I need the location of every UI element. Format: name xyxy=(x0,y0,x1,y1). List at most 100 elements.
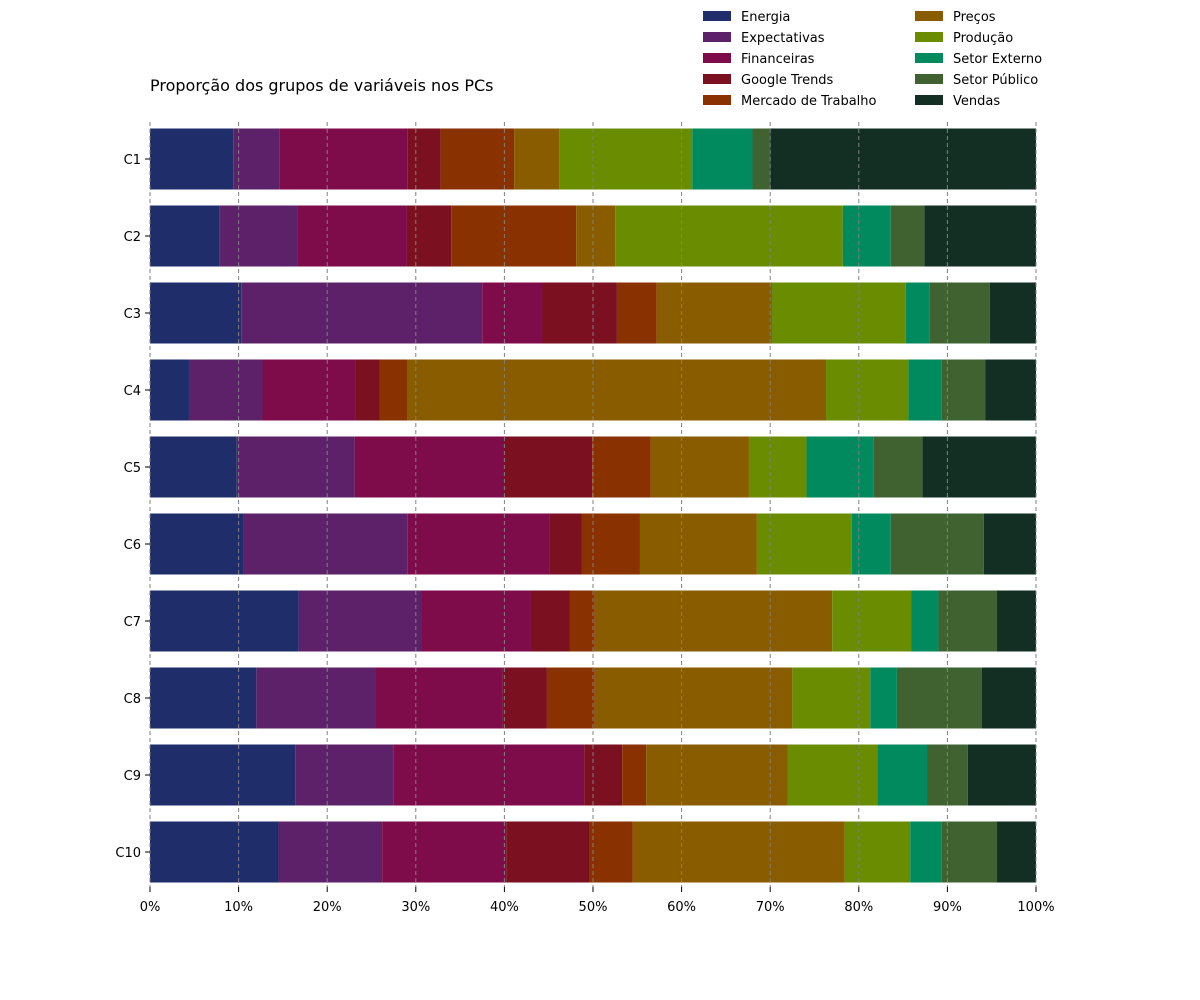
bar-segment-c7-1 xyxy=(298,590,422,652)
x-tick-label: 50% xyxy=(579,900,608,915)
bar-segment-c8-9 xyxy=(981,667,1036,729)
x-tick-label: 60% xyxy=(667,900,696,915)
bar-segment-c1-0 xyxy=(150,128,234,190)
bar-segment-c1-2 xyxy=(279,128,408,190)
bar-segment-c1-1 xyxy=(233,128,280,190)
bar-segment-c2-3 xyxy=(406,205,452,267)
bars-group xyxy=(150,128,1036,883)
bar-segment-c10-7 xyxy=(910,821,942,883)
bar-segment-c10-2 xyxy=(382,821,507,883)
bar-segment-c8-2 xyxy=(375,667,503,729)
bar-segment-c1-8 xyxy=(752,128,771,190)
bar-segment-c2-4 xyxy=(451,205,577,267)
bar-segment-c5-5 xyxy=(650,436,749,498)
legend-swatch-0 xyxy=(703,11,731,21)
bar-segment-c10-9 xyxy=(997,821,1036,883)
x-tick-label: 20% xyxy=(313,900,342,915)
bar-segment-c8-1 xyxy=(256,667,376,729)
y-tick-label: C3 xyxy=(124,307,141,322)
bar-segment-c3-4 xyxy=(616,282,657,344)
bar-segment-c6-2 xyxy=(407,513,550,575)
bar-segment-c5-3 xyxy=(503,436,593,498)
legend-label: Energia xyxy=(741,10,790,25)
bar-segment-c10-3 xyxy=(506,821,590,883)
legend-swatch-9 xyxy=(915,95,943,105)
legend-label: Setor Externo xyxy=(953,52,1042,67)
bar-segment-c4-7 xyxy=(908,359,942,421)
bar-segment-c6-5 xyxy=(639,513,757,575)
bar-segment-c7-5 xyxy=(594,590,833,652)
bar-segment-c3-7 xyxy=(905,282,930,344)
y-tick-label: C10 xyxy=(115,846,141,861)
legend-label: Preços xyxy=(953,10,996,25)
bar-segment-c5-0 xyxy=(150,436,237,498)
bar-segment-c8-5 xyxy=(594,667,793,729)
y-tick-label: C5 xyxy=(124,461,141,476)
bar-segment-c9-3 xyxy=(584,744,623,806)
bar-segment-c5-2 xyxy=(354,436,504,498)
bar-segment-c4-1 xyxy=(188,359,263,421)
bar-segment-c2-8 xyxy=(890,205,925,267)
x-tick-label: 40% xyxy=(490,900,519,915)
bar-segment-c9-6 xyxy=(787,744,878,806)
x-tick-label: 30% xyxy=(401,900,430,915)
x-tick-label: 90% xyxy=(933,900,962,915)
legend-label: Mercado de Trabalho xyxy=(741,94,877,109)
bar-segment-c4-5 xyxy=(407,359,827,421)
x-tick-label: 70% xyxy=(756,900,785,915)
bar-segment-c8-3 xyxy=(502,667,547,729)
legend-label: Expectativas xyxy=(741,31,825,46)
bar-segment-c7-3 xyxy=(530,590,570,652)
bar-segment-c4-3 xyxy=(355,359,380,421)
legend-swatch-8 xyxy=(915,74,943,84)
bar-segment-c5-7 xyxy=(806,436,874,498)
legend-swatch-5 xyxy=(915,11,943,21)
bar-segment-c2-2 xyxy=(297,205,407,267)
bar-segment-c8-6 xyxy=(792,667,871,729)
y-tick-label: C8 xyxy=(124,692,141,707)
bar-segment-c4-2 xyxy=(262,359,356,421)
bar-segment-c5-9 xyxy=(922,436,1036,498)
x-axis: 0% 10% 20% 30% 40% 50% 60% 70% 80% 90% 100% xyxy=(140,887,1055,915)
x-tick-label: 10% xyxy=(224,900,253,915)
gridlines-group xyxy=(149,122,1037,887)
bar-segment-c1-9 xyxy=(770,128,1036,190)
bar-segment-c7-9 xyxy=(997,590,1036,652)
y-tick-label: C6 xyxy=(124,538,141,553)
legend-swatch-3 xyxy=(703,74,731,84)
legend-label: Setor Público xyxy=(953,73,1038,88)
bar-segment-c10-8 xyxy=(941,821,998,883)
bar-segment-c1-5 xyxy=(514,128,560,190)
legend-label: Produção xyxy=(953,31,1013,46)
bar-segment-c1-7 xyxy=(692,128,753,190)
bar-segment-c3-5 xyxy=(656,282,772,344)
legend: Energia Expectativas Financeiras Google Tre… xyxy=(703,10,1042,109)
legend-swatch-7 xyxy=(915,53,943,63)
y-tick-label: C7 xyxy=(124,615,141,630)
bar-segment-c10-5 xyxy=(632,821,845,883)
bar-segment-c2-7 xyxy=(842,205,891,267)
bar-segment-c3-3 xyxy=(542,282,617,344)
bar-segment-c6-0 xyxy=(150,513,244,575)
bar-segment-c2-6 xyxy=(615,205,843,267)
bar-segment-c8-7 xyxy=(870,667,897,729)
x-tick-label: 80% xyxy=(844,900,873,915)
bar-segment-c5-6 xyxy=(748,436,807,498)
legend-label: Google Trends xyxy=(741,73,834,88)
bar-segment-c1-3 xyxy=(407,128,441,190)
bar-segment-c10-4 xyxy=(589,821,633,883)
y-axis: C1 C2 C3 C4 C5 C6 C7 C8 C9 C10 xyxy=(115,153,150,861)
bar-segment-c3-8 xyxy=(929,282,990,344)
bar-segment-c5-1 xyxy=(236,436,355,498)
bar-segment-c3-2 xyxy=(482,282,543,344)
bar-segment-c10-6 xyxy=(844,821,911,883)
bar-segment-c9-0 xyxy=(150,744,296,806)
bar-segment-c10-1 xyxy=(278,821,383,883)
legend-swatch-1 xyxy=(703,32,731,42)
bar-segment-c7-8 xyxy=(938,590,998,652)
bar-segment-c3-1 xyxy=(241,282,483,344)
chart-title: Proporção dos grupos de variáveis nos PC… xyxy=(150,76,494,95)
bar-segment-c8-4 xyxy=(546,667,595,729)
bar-segment-c6-7 xyxy=(851,513,891,575)
y-tick-label: C1 xyxy=(124,153,141,168)
